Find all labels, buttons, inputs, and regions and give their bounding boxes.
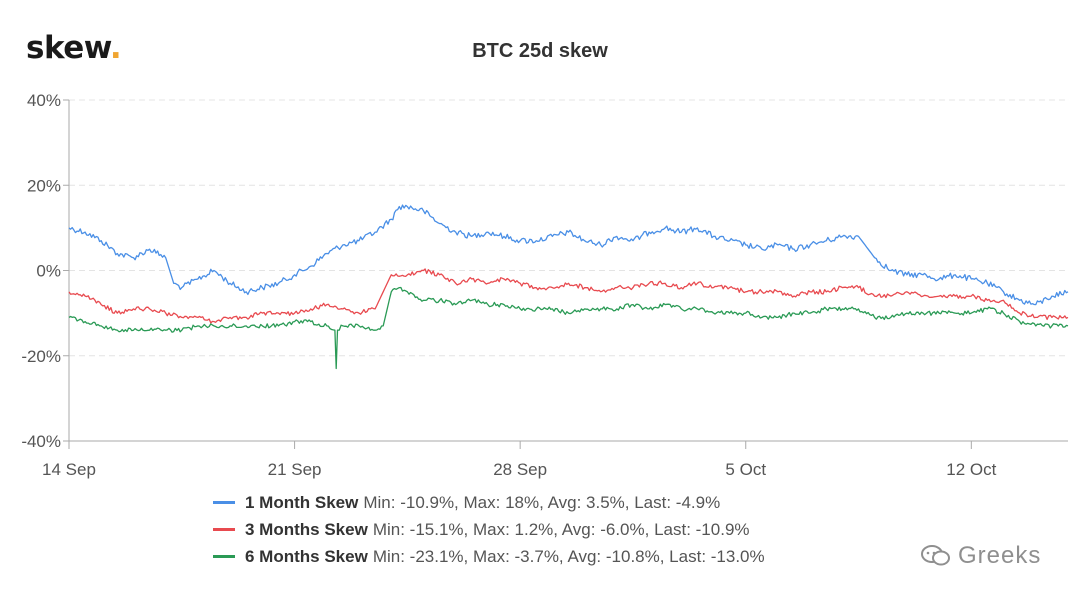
- x-tick-label: 21 Sep: [268, 460, 322, 479]
- watermark-text: Greeks: [958, 542, 1042, 569]
- legend-series-stats: Min: -10.9%, Max: 18%, Avg: 3.5%, Last: …: [363, 493, 721, 512]
- watermark: Greeks: [920, 542, 1041, 570]
- legend-item-1m[interactable]: 1 Month Skew Min: -10.9%, Max: 18%, Avg:…: [213, 489, 765, 516]
- legend-swatch-3m: [213, 528, 235, 531]
- legend-series-name: 3 Months Skew: [245, 520, 368, 539]
- x-tick-label: 14 Sep: [42, 460, 96, 479]
- legend-item-3m[interactable]: 3 Months Skew Min: -15.1%, Max: 1.2%, Av…: [213, 516, 765, 543]
- x-tick-label: 5 Oct: [725, 460, 766, 479]
- x-tick-label: 28 Sep: [493, 460, 547, 479]
- grid-lines: [69, 99, 1068, 357]
- legend-swatch-6m: [213, 555, 235, 558]
- x-tick-labels: 14 Sep 21 Sep 28 Sep 5 Oct 12 Oct: [42, 460, 997, 479]
- y-tick-labels: 40% 20% 0% -20% -40%: [21, 91, 61, 451]
- legend-series-stats: Min: -23.1%, Max: -3.7%, Avg: -10.8%, La…: [372, 547, 765, 566]
- legend-series-name: 1 Month Skew: [245, 493, 359, 512]
- y-tick-label: -20%: [21, 347, 61, 366]
- chart-axes: [63, 99, 1068, 449]
- legend-series-stats: Min: -15.1%, Max: 1.2%, Avg: -6.0%, Last…: [372, 520, 750, 539]
- y-tick-label: 20%: [27, 176, 61, 195]
- series-lines: [68, 204, 1069, 370]
- legend-swatch-1m: [213, 501, 235, 504]
- legend-item-6m[interactable]: 6 Months Skew Min: -23.1%, Max: -3.7%, A…: [213, 543, 765, 570]
- chat-bubbles-icon: [921, 545, 950, 566]
- legend-series-name: 6 Months Skew: [245, 547, 368, 566]
- skew-logo: skew.: [26, 30, 122, 66]
- y-tick-label: -40%: [21, 432, 61, 451]
- series-line-1: [68, 204, 1069, 306]
- series-line-3: [68, 286, 1069, 370]
- y-tick-label: 0%: [36, 262, 61, 281]
- series-line-2: [68, 268, 1069, 324]
- y-tick-label: 40%: [27, 91, 61, 110]
- x-tick-label: 12 Oct: [946, 460, 996, 479]
- chart-legend: 1 Month Skew Min: -10.9%, Max: 18%, Avg:…: [213, 489, 765, 570]
- chart-title: BTC 25d skew: [472, 40, 608, 62]
